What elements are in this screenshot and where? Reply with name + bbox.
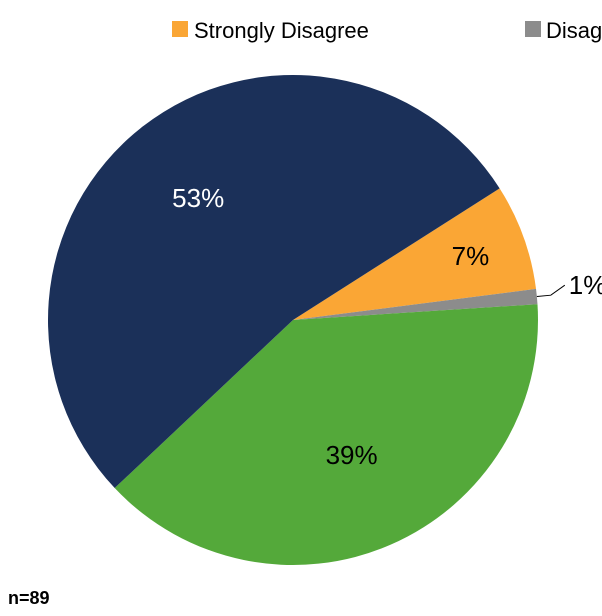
pie-slice-disagree (293, 288, 538, 320)
pie-slice-series-2 (114, 304, 539, 566)
pie-slice-strongly-disagree (293, 188, 537, 320)
legend: Strongly Disagree Disagree (172, 18, 602, 43)
pie-label-series-2: 39% (326, 440, 378, 470)
legend-swatch-strongly-disagree (172, 21, 188, 37)
pie-slice-series-3 (48, 75, 500, 489)
pie-labels: 7% 1% 39% 53% (172, 183, 602, 470)
legend-label-disagree: Disagree (546, 18, 602, 43)
pie-label-disagree: 1% (569, 270, 602, 300)
sample-size-note: n=89 (8, 588, 50, 608)
pie-leader-line (536, 284, 566, 297)
pie-slices (48, 75, 539, 566)
pie-label-series-3: 53% (172, 183, 224, 213)
legend-swatch-disagree (525, 21, 541, 37)
pie-label-strongly-disagree: 7% (452, 241, 490, 271)
legend-label-strongly-disagree: Strongly Disagree (194, 18, 369, 43)
